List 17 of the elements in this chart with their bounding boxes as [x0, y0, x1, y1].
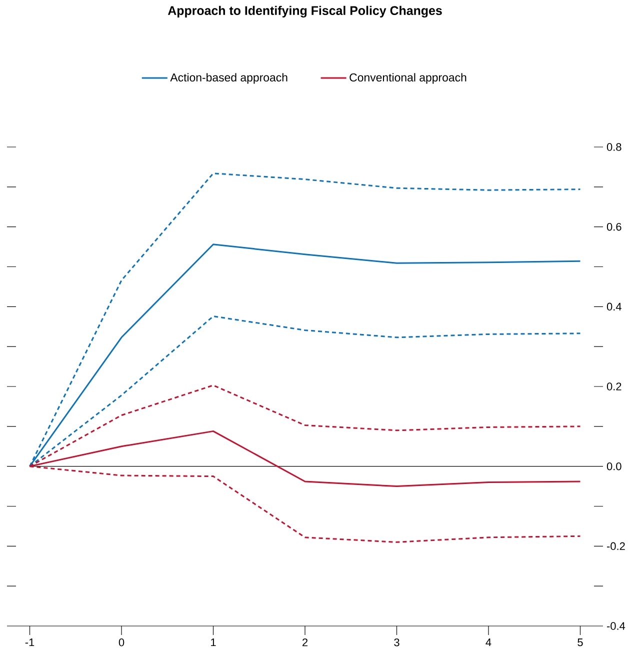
x-tick-label: 1	[211, 638, 216, 646]
x-tick-label: 4	[486, 638, 492, 646]
legend-label: Conventional approach	[350, 73, 466, 84]
x-tick-label: -1	[25, 638, 34, 646]
y-tick-label: -0.2	[607, 542, 625, 550]
y-tick-label: -0.4	[607, 622, 626, 630]
x-tick-label: 2	[302, 638, 308, 646]
x-tick-label: 0	[118, 638, 124, 646]
y-tick-label: 0.4	[606, 302, 622, 311]
y-tick-label: 0.0	[606, 462, 622, 470]
x-tick-label: 5	[578, 638, 583, 646]
chart-title: Approach to Identifying Fiscal Policy Changes	[168, 6, 442, 18]
legend-label: Action-based approach	[170, 73, 288, 84]
x-tick-label: 3	[394, 638, 400, 646]
y-tick-label: 0.8	[606, 143, 622, 151]
y-tick-label: 0.6	[606, 222, 622, 231]
y-tick-label: 0.2	[606, 382, 622, 390]
